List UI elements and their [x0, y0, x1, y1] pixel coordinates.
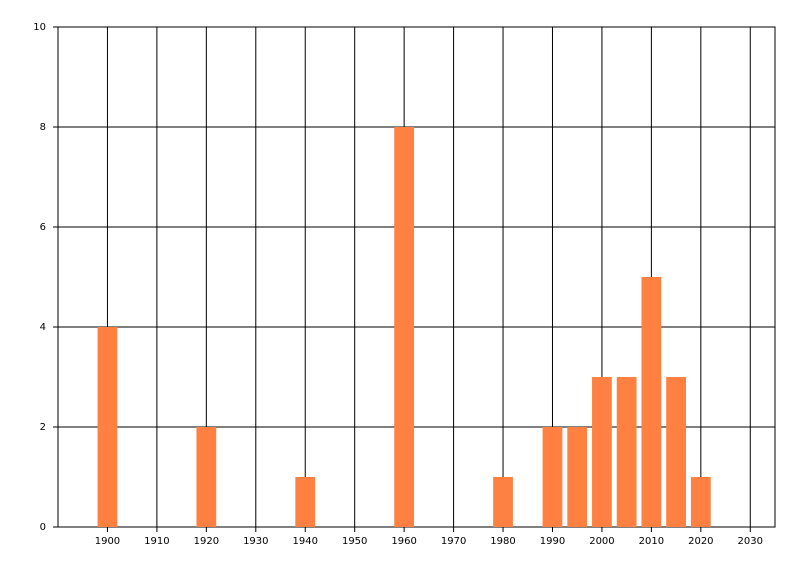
bar [493, 477, 513, 527]
x-tick-label: 1980 [490, 536, 515, 547]
x-tick-label: 1920 [194, 536, 219, 547]
x-tick-label: 1960 [391, 536, 416, 547]
bar [295, 477, 316, 527]
y-tick-label: 4 [40, 322, 46, 333]
x-tick-label: 2020 [688, 536, 713, 547]
y-tick-label: 10 [33, 22, 46, 33]
bar [394, 127, 415, 527]
x-tick-label: 1970 [441, 536, 466, 547]
bar [97, 327, 118, 527]
y-tick-label: 6 [40, 222, 46, 233]
y-tick-label: 0 [40, 522, 46, 533]
bar [567, 427, 588, 527]
x-tick-label: 1910 [144, 536, 169, 547]
bar [641, 277, 662, 527]
x-tick-label: 1950 [342, 536, 367, 547]
y-tick-label: 2 [40, 422, 46, 433]
bar [592, 377, 612, 527]
bar [542, 427, 563, 527]
x-tick-label: 1930 [243, 536, 268, 547]
bar [666, 377, 686, 527]
x-tick-label: 1940 [293, 536, 318, 547]
x-tick-label: 2010 [639, 536, 664, 547]
x-tick-label: 1990 [540, 536, 565, 547]
bar [196, 427, 217, 527]
x-tick-label: 2000 [589, 536, 614, 547]
bar [616, 377, 637, 527]
y-tick-label: 8 [40, 122, 46, 133]
x-tick-label: 2030 [738, 536, 763, 547]
x-tick-label: 1900 [95, 536, 120, 547]
bar [690, 477, 711, 527]
